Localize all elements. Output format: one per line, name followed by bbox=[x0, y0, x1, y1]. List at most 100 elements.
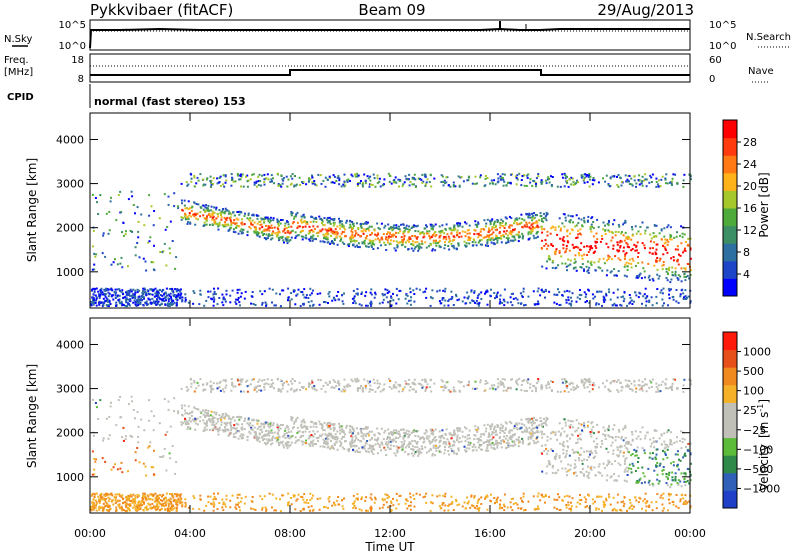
power-cell bbox=[350, 235, 353, 238]
power-cell bbox=[279, 305, 282, 308]
velocity-cell bbox=[256, 422, 259, 425]
velocity-cell bbox=[420, 383, 423, 386]
power-cell bbox=[161, 299, 164, 301]
power-cell bbox=[225, 289, 228, 292]
velocity-cell bbox=[105, 417, 108, 420]
power-cell bbox=[388, 231, 391, 234]
power-cell bbox=[436, 290, 439, 293]
power-cell bbox=[352, 225, 355, 227]
velocity-cell bbox=[637, 461, 639, 463]
power-cell bbox=[225, 293, 228, 296]
power-cell bbox=[105, 212, 108, 215]
power-cell bbox=[474, 223, 477, 226]
power-cell bbox=[402, 232, 405, 235]
power-cell bbox=[653, 241, 656, 244]
velocity-cell bbox=[187, 413, 190, 416]
velocity-cell bbox=[679, 480, 682, 483]
velocity-cell bbox=[210, 386, 212, 389]
power-cell bbox=[635, 294, 638, 297]
velocity-cell bbox=[565, 470, 568, 473]
power-cell bbox=[334, 299, 337, 302]
power-cell bbox=[338, 183, 341, 186]
power-cell bbox=[175, 302, 178, 305]
power-cell bbox=[173, 301, 176, 304]
power-cell bbox=[92, 293, 95, 296]
velocity-cell bbox=[168, 510, 171, 513]
power-cell bbox=[658, 259, 661, 262]
power-cell bbox=[169, 295, 172, 298]
power-cell bbox=[497, 180, 500, 183]
power-cell bbox=[503, 173, 506, 176]
power-cell bbox=[100, 301, 103, 304]
velocity-cell bbox=[109, 508, 112, 510]
power-cell bbox=[364, 182, 367, 185]
power-cell bbox=[157, 291, 160, 294]
power-cell bbox=[398, 228, 401, 231]
power-cell bbox=[357, 228, 360, 230]
power-cell bbox=[369, 291, 372, 294]
power-cell bbox=[142, 296, 145, 299]
power-cell bbox=[116, 263, 119, 266]
power-cell bbox=[253, 230, 256, 233]
power-cell bbox=[529, 178, 532, 181]
power-cell bbox=[591, 247, 594, 250]
power-cell bbox=[202, 214, 205, 217]
velocity-cell bbox=[666, 448, 669, 451]
power-cell bbox=[108, 229, 111, 232]
power-cell bbox=[210, 205, 213, 208]
velocity-cell bbox=[318, 420, 321, 423]
power-cell bbox=[679, 293, 682, 296]
power-cell bbox=[626, 180, 629, 183]
velocity-cell bbox=[361, 386, 364, 389]
power-cell bbox=[505, 242, 507, 245]
power-cell bbox=[209, 175, 212, 178]
power-cell bbox=[343, 180, 346, 183]
power-cell bbox=[303, 219, 306, 222]
velocity-cell bbox=[212, 498, 215, 501]
velocity-cell bbox=[625, 457, 628, 459]
velocity-cell bbox=[644, 378, 647, 381]
power-cell bbox=[557, 225, 560, 228]
power-cell bbox=[502, 234, 505, 237]
power-cell bbox=[179, 288, 182, 291]
power-cell bbox=[309, 304, 311, 307]
power-cell bbox=[377, 233, 380, 236]
power-cell bbox=[387, 301, 390, 304]
power-cell bbox=[319, 174, 322, 177]
velocity-cell bbox=[534, 419, 537, 422]
power-cell bbox=[587, 215, 590, 218]
power-cell bbox=[501, 302, 504, 304]
power-cell bbox=[231, 289, 234, 292]
power-cell bbox=[319, 229, 321, 232]
power-cell bbox=[91, 288, 93, 291]
power-cell bbox=[398, 225, 400, 228]
power-cell bbox=[216, 177, 219, 180]
power-cell bbox=[503, 304, 506, 307]
power-cell bbox=[287, 226, 290, 229]
power-cell bbox=[370, 293, 373, 296]
power-cell bbox=[117, 294, 119, 297]
power-cell bbox=[152, 224, 155, 227]
power-cell bbox=[157, 296, 160, 299]
velocity-cell bbox=[662, 492, 665, 495]
velocity-cell bbox=[339, 432, 341, 435]
power-cell bbox=[129, 230, 132, 233]
power-cell bbox=[325, 232, 327, 235]
power-cell bbox=[531, 225, 534, 228]
velocity-cell bbox=[582, 384, 585, 387]
power-cell bbox=[588, 301, 591, 304]
power-cell bbox=[338, 179, 341, 182]
power-cell bbox=[573, 246, 576, 249]
power-cell bbox=[602, 295, 605, 298]
velocity-cell bbox=[536, 440, 539, 443]
power-cell bbox=[582, 179, 585, 182]
velocity-cell bbox=[383, 431, 386, 434]
velocity-cell bbox=[238, 418, 241, 421]
power-cell bbox=[219, 175, 222, 178]
velocity-cell bbox=[166, 431, 169, 433]
power-cell bbox=[273, 304, 276, 307]
velocity-cell bbox=[575, 450, 578, 453]
power-cell bbox=[356, 184, 359, 187]
power-cell bbox=[657, 179, 660, 182]
velocity-cell bbox=[222, 503, 225, 506]
